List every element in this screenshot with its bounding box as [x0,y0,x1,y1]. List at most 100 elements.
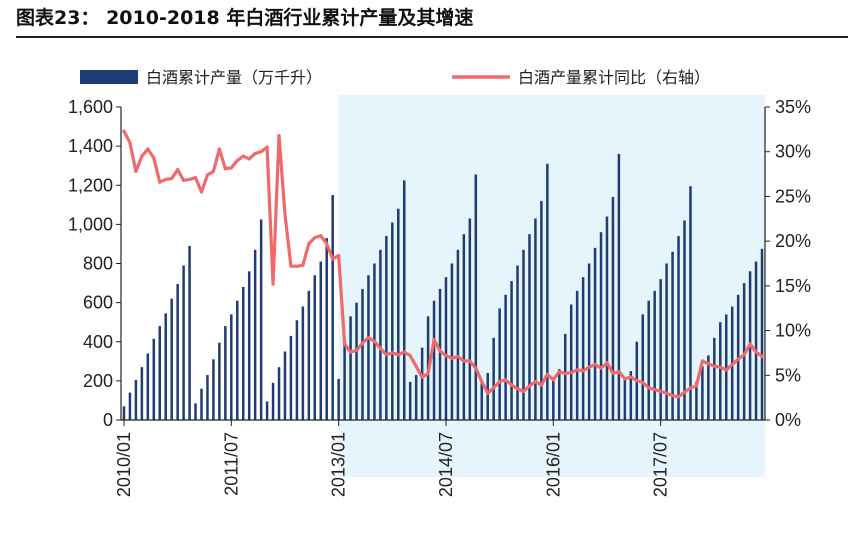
yoy-point-2013/01 [337,253,341,258]
bar-2016/02 [558,369,561,420]
yoy-point-2016/05 [575,368,579,372]
yoy-point-2016/04 [569,371,573,375]
yoy-point-2013/11 [396,353,400,357]
yoy-point-2010/07 [158,180,162,184]
yoy-point-2018/09 [742,353,746,357]
yoy-point-2017/05 [647,386,651,390]
bar-2017/09 [671,251,674,420]
bar-2018/04 [713,337,716,420]
figure-label: 图表23： [16,7,100,29]
yoy-point-2015/04 [498,379,502,384]
yoy-point-2016/06 [581,369,585,373]
yoy-point-2012/03 [277,134,281,138]
figure-title: 图表23： 2010-2018 年白酒行业累计产量及其增速 [16,2,473,34]
left-tick-label-200: 200 [83,371,113,391]
yoy-point-2018/08 [736,357,740,361]
bar-2011/08 [236,300,239,420]
bar-2015/11 [540,200,543,420]
yoy-point-2010/05 [146,147,150,151]
right-tick-label-35%: 35% [775,97,811,117]
legend-bar-label: 白酒累计产量（万千升） [146,68,322,87]
yoy-point-2011/04 [211,169,216,173]
yoy-point-2014/08 [450,356,454,360]
yoy-point-2017/07 [659,389,663,393]
left-tick-label-1,400: 1,400 [68,136,113,156]
yoy-point-2014/09 [456,354,460,359]
bar-2012/07 [301,306,305,420]
yoy-point-2018/01 [694,384,699,388]
yoy-point-2010/12 [187,177,192,182]
yoy-point-2011/09 [241,154,245,158]
bar-2017/04 [641,314,645,420]
x-tick-label-2016/01: 2016/01 [543,432,563,497]
right-tick-label-30%: 30% [775,142,811,162]
yoy-point-2017/09 [670,394,675,398]
bar-2011/02 [200,388,203,420]
bar-2012/05 [289,335,293,420]
yoy-point-2016/02 [557,370,561,374]
left-tick-label-0: 0 [103,410,113,430]
yoy-point-2015/02 [486,391,490,395]
yoy-point-2017/08 [665,391,669,395]
bar-2012/12 [331,195,334,420]
bar-2015/01 [480,380,484,421]
bar-2012/02 [271,382,275,420]
bar-2016/07 [587,263,591,420]
yoy-point-2014/04 [426,371,430,376]
bar-2014/10 [462,234,466,420]
bar-2013/06 [367,275,370,420]
yoy-point-2018/02 [700,359,704,363]
yoy-point-2016/11 [611,371,615,376]
yoy-point-2010/01 [122,129,126,133]
yoy-point-2011/06 [223,167,227,171]
yoy-point-2014/01 [408,354,412,358]
bar-2012/09 [313,275,317,420]
yoy-point-2014/05 [432,337,436,342]
yoy-point-2013/07 [372,339,377,343]
yoy-point-2018/06 [724,368,728,372]
yoy-point-2012/01 [265,145,269,149]
yoy-point-2015/07 [515,387,520,391]
bar-2010/08 [164,313,167,420]
yoy-point-2015/06 [509,383,514,387]
yoy-point-2017/01 [623,377,627,381]
bar-2014/09 [456,249,460,420]
yoy-point-2012/02 [271,282,275,286]
bar-2014/12 [474,174,478,420]
bar-2010/11 [182,265,185,420]
yoy-point-2014/10 [462,359,466,363]
bar-2011/03 [206,375,209,420]
bar-2016/09 [599,232,603,420]
bar-2015/10 [534,218,537,420]
bar-2017/06 [653,290,656,420]
yoy-point-2011/12 [259,150,263,154]
bar-2015/04 [498,308,501,420]
bar-2015/02 [486,373,489,420]
bar-2017/12 [689,186,692,420]
bar-2013/02 [343,339,346,420]
bar-2015/09 [528,234,531,420]
yoy-point-2015/05 [504,378,508,382]
bar-2017/01 [623,377,627,420]
yoy-point-2016/08 [593,362,597,367]
yoy-point-2010/04 [140,154,144,158]
bar-2014/02 [414,375,418,420]
yoy-point-2015/01 [480,379,484,384]
bar-2010/03 [134,379,138,420]
bar-2018/05 [719,322,722,420]
bar-2015/08 [522,249,525,420]
bar-2015/03 [492,337,495,420]
yoy-point-2012/05 [289,264,293,268]
legend-bar-swatch [80,70,138,84]
legend-line-label: 白酒产量累计同比（右轴） [518,68,710,87]
bar-2011/05 [218,342,221,420]
left-tick-label-1,000: 1,000 [68,214,113,234]
yoy-point-2010/09 [170,176,174,181]
bar-2013/10 [391,222,394,420]
yoy-point-2011/05 [217,147,221,151]
bar-2016/01 [552,376,555,420]
bar-2011/12 [259,219,263,420]
yoy-point-2017/02 [629,375,633,379]
yoy-point-2013/03 [348,350,353,354]
